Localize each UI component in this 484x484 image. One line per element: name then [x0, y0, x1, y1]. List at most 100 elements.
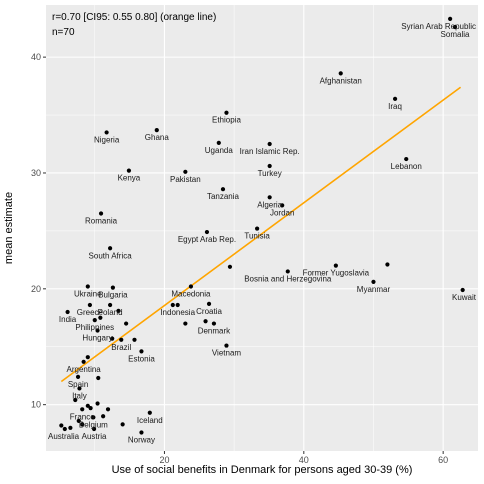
data-point — [68, 425, 73, 430]
panel-background — [46, 5, 478, 451]
data-point — [204, 229, 210, 235]
data-point — [126, 168, 132, 173]
point-label: Norway — [128, 435, 155, 444]
data-point — [206, 301, 212, 306]
data-point — [338, 71, 343, 76]
point-label: Philippines — [75, 323, 114, 332]
data-point — [119, 337, 124, 342]
point-label: Lebanon — [391, 162, 422, 171]
data-point — [98, 315, 103, 320]
data-point — [267, 195, 272, 200]
data-point — [77, 386, 82, 391]
point-label: Brazil — [111, 343, 131, 352]
data-point — [220, 187, 226, 192]
x-tick-label: 20 — [159, 455, 169, 465]
data-point — [285, 269, 290, 274]
point-label: Bulgaria — [98, 291, 128, 300]
point-label: Ghana — [145, 133, 170, 142]
data-point — [116, 308, 121, 313]
point-label: Iran Islamic Rep. — [240, 147, 300, 156]
point-label: Belgium — [79, 420, 108, 429]
data-point — [124, 321, 129, 326]
point-label: Syrian Arab Republic — [401, 22, 476, 31]
y-axis-ticks: 10 20 30 40 — [31, 52, 46, 410]
point-label: Greece — [77, 308, 104, 317]
point-label: Turkey — [258, 169, 282, 178]
data-point — [110, 285, 115, 290]
data-point — [73, 397, 78, 403]
point-label: Argentina — [67, 365, 102, 374]
data-point — [175, 302, 180, 308]
point-label: Iceland — [137, 416, 163, 425]
data-point — [80, 422, 85, 427]
point-label: Egypt Arab Rep. — [178, 235, 236, 244]
point-label: Somalia — [441, 30, 470, 39]
point-label: India — [59, 315, 77, 324]
y-tick-label: 20 — [31, 284, 41, 294]
point-label: Ethiopia — [212, 116, 241, 125]
data-point — [101, 414, 106, 419]
point-label: Estonia — [128, 354, 155, 363]
data-points — [59, 16, 465, 435]
data-point — [132, 337, 137, 342]
data-point — [170, 302, 175, 308]
point-label: Afghanistan — [320, 76, 362, 85]
point-label: Myanmar — [357, 285, 391, 294]
point-label: Nigeria — [94, 135, 120, 144]
point-label: Ukraine — [74, 290, 102, 299]
data-point — [280, 203, 285, 208]
x-tick-label: 60 — [438, 455, 448, 465]
point-label: Bosnia and Herzegovina — [244, 274, 332, 283]
point-label: Hungary — [82, 334, 112, 343]
data-point — [392, 96, 398, 101]
y-tick-label: 40 — [31, 52, 41, 62]
data-point — [139, 349, 144, 354]
point-label: Iraq — [388, 102, 402, 111]
y-axis-title: mean estimate — [3, 192, 15, 264]
data-point — [96, 375, 101, 381]
point-label: Croatia — [196, 307, 222, 316]
data-point — [452, 24, 458, 30]
data-point — [80, 407, 85, 412]
data-point — [91, 415, 96, 420]
data-point — [98, 211, 104, 216]
data-point — [404, 156, 409, 162]
data-point — [91, 426, 97, 432]
data-point — [224, 343, 229, 348]
data-point — [65, 309, 70, 315]
point-label: Macedonia — [171, 290, 211, 299]
data-point — [385, 262, 390, 267]
data-point — [105, 407, 111, 412]
point-label: South Africa — [89, 251, 133, 260]
data-point — [139, 430, 144, 435]
data-point — [267, 163, 272, 169]
point-label: Spain — [68, 380, 88, 389]
point-label: Pakistan — [170, 175, 201, 184]
x-axis-ticks: 20 40 60 — [159, 451, 448, 465]
data-point — [120, 422, 125, 427]
data-point — [81, 359, 86, 364]
data-point — [227, 264, 233, 269]
y-tick-label: 10 — [31, 400, 41, 410]
data-point — [108, 302, 113, 308]
data-point — [333, 263, 338, 268]
fit-line — [60, 86, 462, 383]
data-point — [62, 426, 67, 432]
data-point — [95, 328, 100, 333]
point-label: Uganda — [205, 146, 234, 155]
data-point — [448, 16, 453, 22]
data-point — [255, 226, 260, 231]
data-point — [460, 287, 465, 293]
data-point — [88, 406, 93, 411]
point-label: Poland — [98, 308, 123, 317]
data-point — [85, 284, 90, 289]
data-point — [76, 418, 81, 423]
data-point — [85, 403, 90, 408]
point-label: Italy — [72, 391, 87, 400]
data-point — [154, 128, 159, 133]
sample-size-annotation: n=70 — [52, 27, 75, 38]
point-label: Former Yugoslavia — [303, 269, 370, 278]
point-label: Algeria — [257, 200, 282, 209]
